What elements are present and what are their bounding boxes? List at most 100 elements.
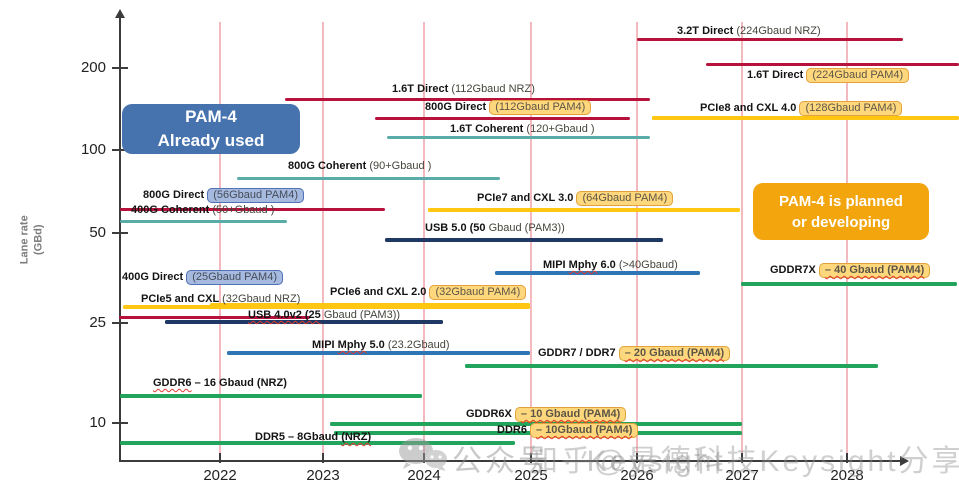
y-axis-title-line: (GBd) [32,224,44,256]
series-label-800g-coherent: 800G Coherent (90+Gbaud ) [288,159,431,174]
timeline-bar-usb-40v2 [165,320,443,324]
series-label-part: 800G Direct [143,189,208,201]
series-label-part: – 16 Gbaud (NRZ) [191,377,287,389]
series-label-part: Gbaud (PAM3)) [485,222,565,234]
y-axis-arrow-icon [115,9,125,18]
series-label-part: 1.6T Direct [747,69,807,81]
gridline-2023 [322,22,324,460]
timeline-bar-pcie8-cxl40 [652,116,959,120]
y-axis-title-line: Lane rate [18,215,31,265]
series-label-part: PCIe8 and CXL 4.0 [700,102,800,114]
series-label-part: (25Gbaud PAM4) [186,270,283,285]
y-tick-label-100: 100 [80,141,106,158]
series-label-part: 1.6T Coherent [450,123,527,135]
series-label-part: GDDR7 / DDR7 [538,347,619,359]
series-label-part: (120+Gbaud ) [526,123,595,135]
series-label-ddr6: DDR6 – 10Gbaud (PAM4) [497,423,639,438]
series-label-pcie5-cxl: PCIe5 and CXL (32Gbaud NRZ) [141,292,300,307]
series-label-800g-direct-112: 800G Direct (112Gbaud PAM4) [425,100,592,115]
series-label-usb-40v2: USB 4.0v2 (25 Gbaud (PAM3)) [248,308,400,323]
series-label-part: 6.0 [597,259,619,271]
timeline-bar-3-2t-direct-nrz [637,37,903,41]
timeline-bar-800g-direct-56 [120,207,385,211]
timeline-bar-1-6t-direct-nrz [285,97,650,101]
series-label-part: 5.0 [366,339,388,351]
y-tick-100 [112,149,128,151]
series-label-part: USB 4.0v2 (25 [248,309,321,321]
series-label-part: Gbaud (PAM3)) [320,309,401,321]
x-tick-label-2026: 2026 [620,467,654,484]
series-label-part: (>40Gbaud) [618,259,678,271]
series-label-mipi-mphy-60: MIPI Mphy 6.0 (>40Gbaud) [543,258,678,273]
series-label-part: (128Gbaud PAM4) [799,101,903,116]
series-label-part: – 10Gbaud (PAM4) [530,423,639,438]
x-tick-2027 [741,453,743,463]
series-label-1-6t-direct-nrz: 1.6T Direct (112Gbaud NRZ) [392,82,535,97]
series-label-part: (90+Gbaud ) [369,160,432,172]
series-label-part: DDR6 [497,424,531,436]
series-label-part: MIPI [543,259,569,271]
y-tick-200 [112,67,128,69]
timeline-bar-ddr5 [120,441,515,445]
series-label-part: (112Gbaud NRZ) [451,83,535,95]
series-label-1-6t-coherent: 1.6T Coherent (120+Gbaud ) [450,122,595,137]
series-label-part: (112Gbaud PAM4) [489,100,592,115]
series-label-part: (64Gbaud PAM4) [576,191,674,206]
series-label-part: (32Gbaud PAM4) [429,285,527,300]
series-label-part: PCIe6 and CXL 2.0 [330,286,430,298]
series-label-part: Mphy [568,259,598,271]
series-label-part: Mphy [337,339,367,351]
x-tick-2022 [219,453,221,463]
series-label-part: 400G Direct [122,271,187,283]
timeline-bar-1-6t-direct-pam4 [706,62,959,66]
series-label-part: PCIe7 and CXL 3.0 [477,192,577,204]
timeline-bar-gddr6 [120,394,422,398]
series-label-gddr7-ddr7: GDDR7 / DDR7 – 20 Gbaud (PAM4) [538,346,731,361]
series-label-ddr5: DDR5 – 8Gbaud (NRZ) [255,430,371,445]
series-label-gddr6x: GDDR6X – 10 Gbaud (PAM4) [466,407,627,422]
y-tick-label-200: 200 [80,59,106,76]
y-tick-10 [112,422,128,424]
timeline-bar-800g-coherent [237,176,500,180]
gridline-2027 [741,22,743,460]
timeline-bar-gddr7x [741,282,957,286]
series-label-part: (50+Gbaud ) [212,204,275,216]
series-label-part: 3.2T Direct [677,25,737,37]
series-label-part: USB 5.0 (50 [425,222,486,234]
series-label-part: 400G Coherent [131,204,213,216]
x-tick-label-2023: 2023 [306,467,340,484]
series-label-part: PCIe5 and CXL [141,293,223,305]
series-label-part: (56Gbaud PAM4) [207,188,304,203]
x-tick-label-2022: 2022 [203,467,237,484]
y-axis-title: Lane rate (GBd) [18,180,46,300]
series-label-part: 800G Coherent [288,160,370,172]
series-label-gddr6: GDDR6 – 16 Gbaud (NRZ) [153,376,287,391]
series-label-part: (32Gbaud NRZ) [222,293,301,305]
x-axis [119,460,901,462]
timeline-bar-pcie6-cxl20 [210,302,530,306]
series-label-part: (23.2Gbaud) [387,339,450,351]
pam4-already-used-box-line: Already used [157,131,265,150]
series-label-part: DDR5 – 8Gbaud [255,431,342,443]
series-label-part: – 20 Gbaud (PAM4) [618,346,731,361]
gridline-2028 [846,22,848,460]
timeline-bar-mipi-mphy-60 [495,271,700,275]
pam4-planned-box-line: or developing [791,213,891,231]
y-tick-label-10: 10 [89,414,106,431]
series-label-400g-direct: 400G Direct (25Gbaud PAM4) [122,270,283,285]
series-label-part: (224Gbaud NRZ) [736,25,821,37]
series-label-pcie6-cxl20: PCIe6 and CXL 2.0 (32Gbaud PAM4) [330,285,527,300]
series-label-pcie7-cxl30: PCIe7 and CXL 3.0 (64Gbaud PAM4) [477,191,674,206]
x-tick-2025 [530,453,532,463]
series-label-part: (224Gbaud PAM4) [806,68,910,83]
x-tick-2023 [322,453,324,463]
gridline-2022 [219,22,221,460]
pam4-already-used-box-line: PAM-4 [185,107,237,127]
series-label-part: – 10 Gbaud (PAM4) [514,407,627,422]
x-tick-2026 [636,453,638,463]
series-label-400g-coherent: 400G Coherent (50+Gbaud ) [131,203,274,218]
pam4-planned-box: PAM-4 is planned or developing [753,183,929,240]
x-axis-arrow-icon [900,456,909,466]
series-label-usb-50: USB 5.0 (50 Gbaud (PAM3)) [425,221,565,236]
